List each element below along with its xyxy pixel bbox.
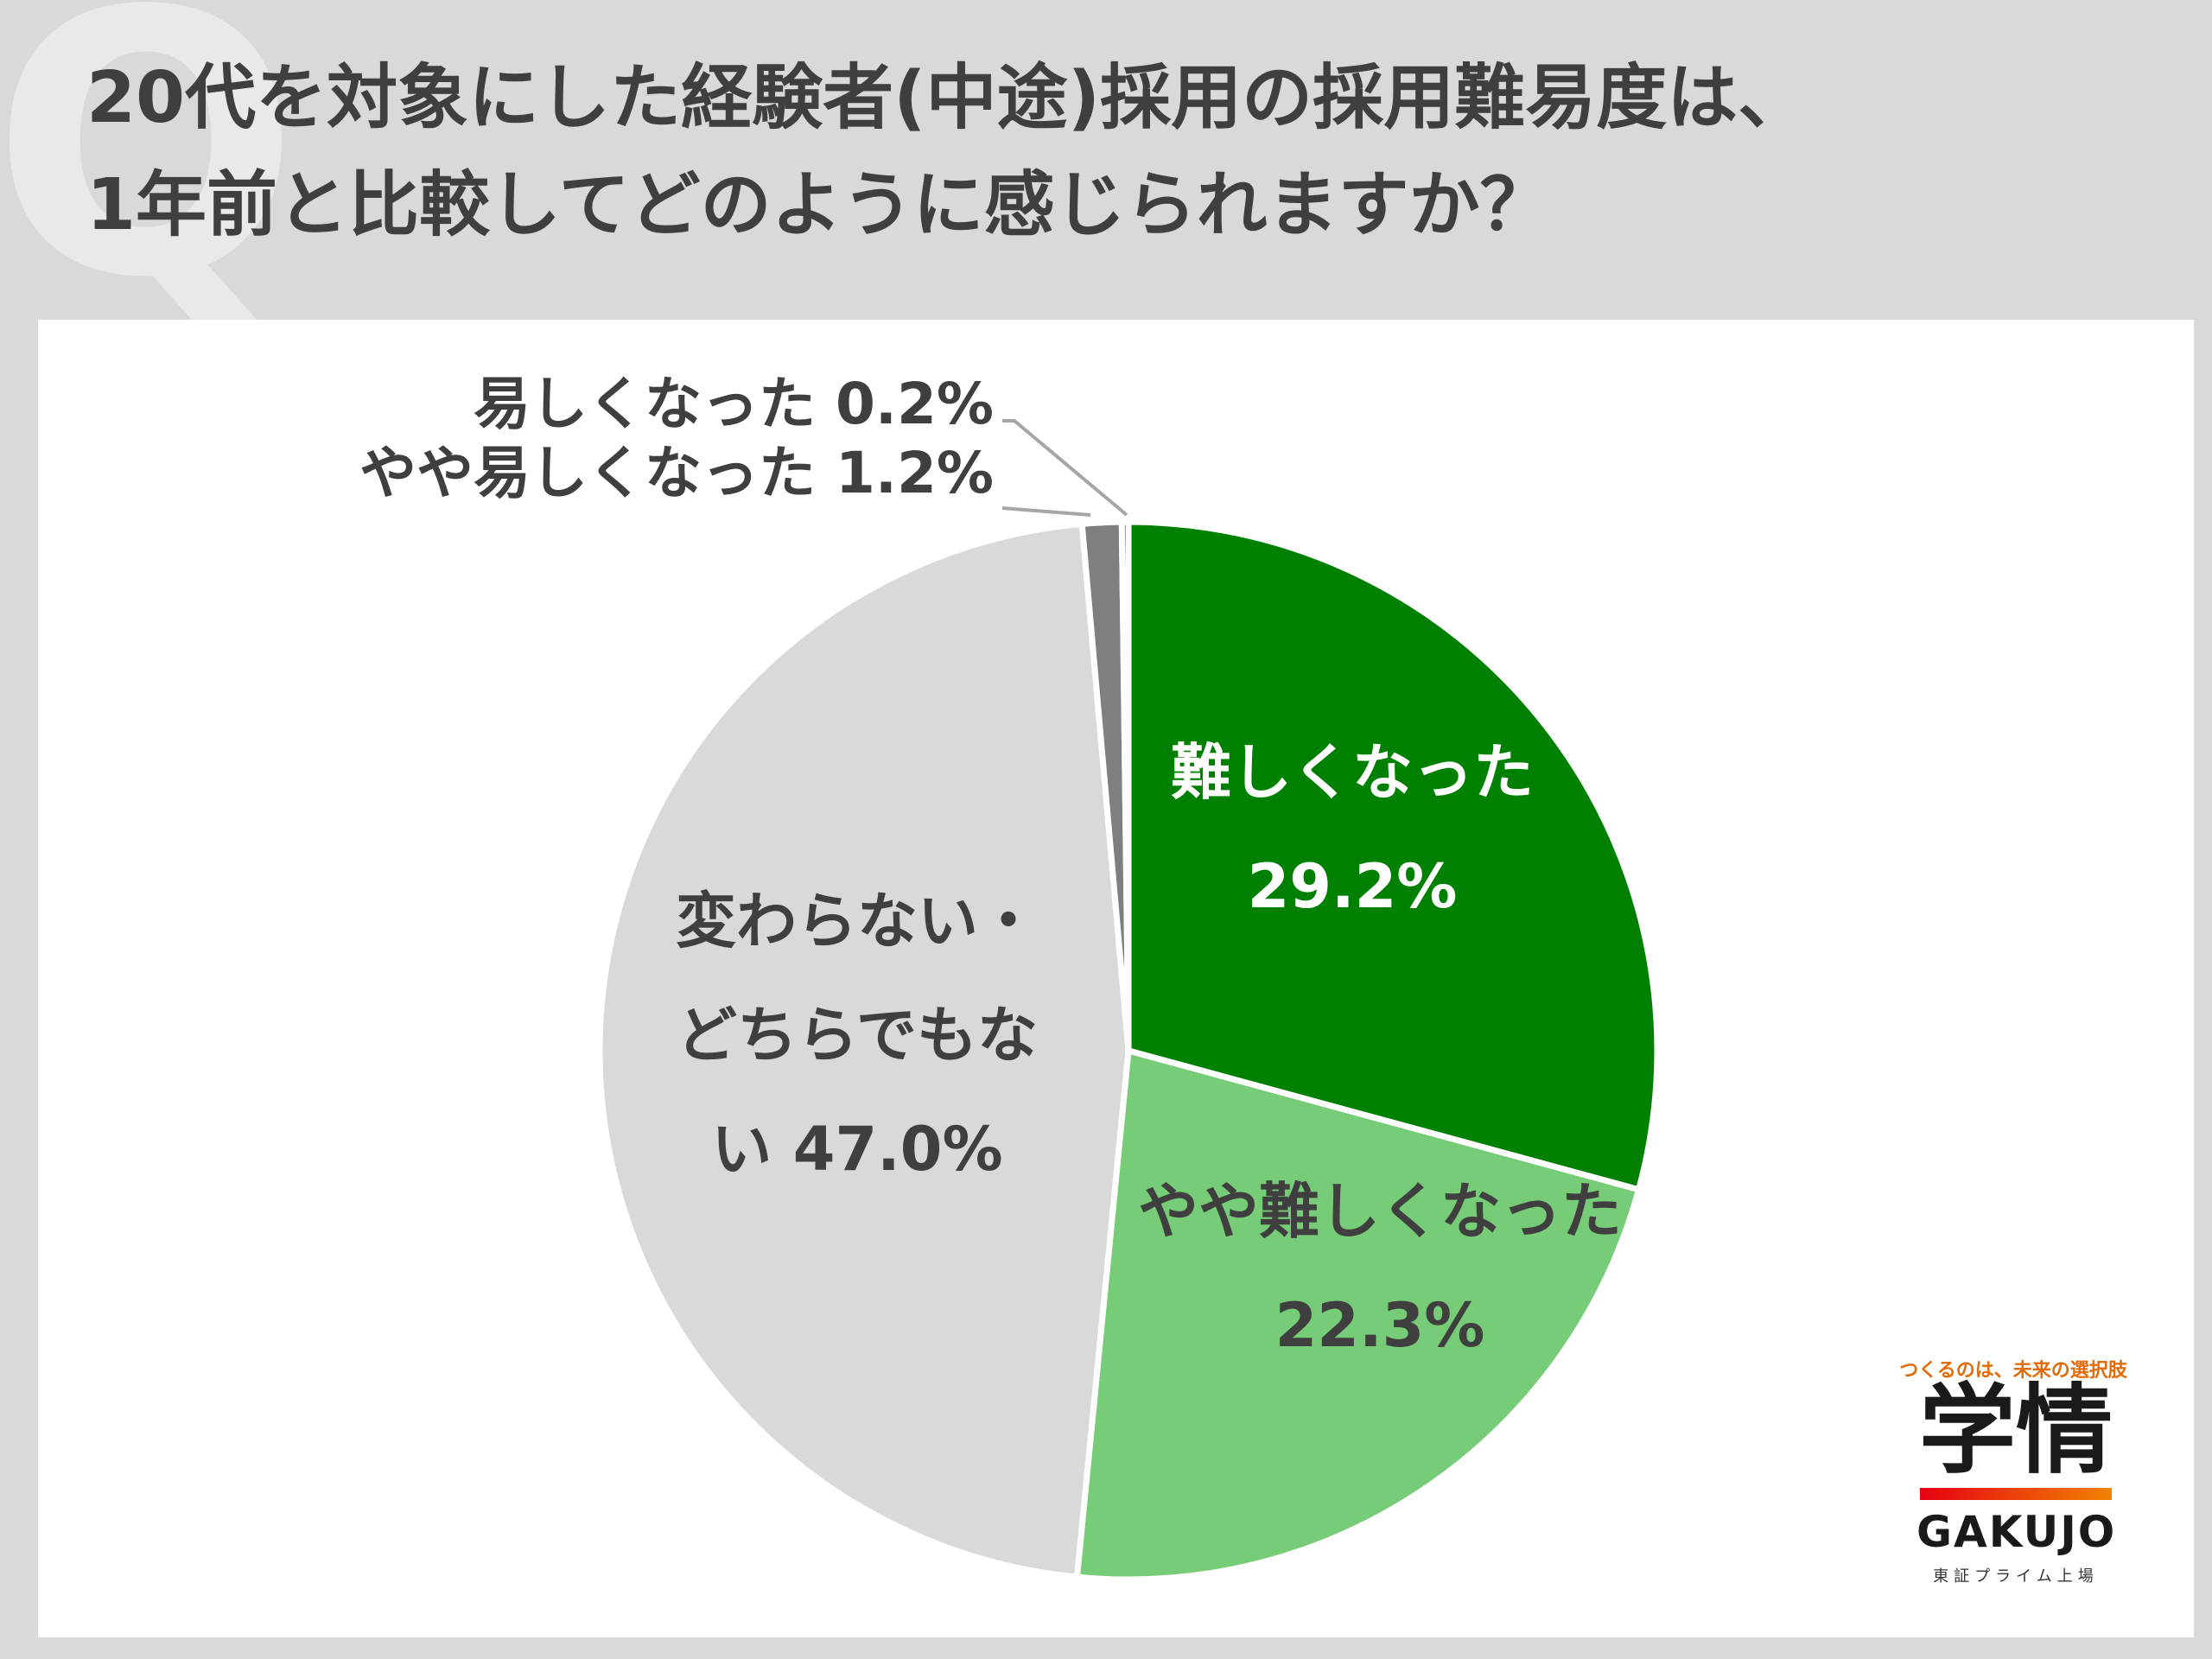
- pie-slice-2: [1073, 1047, 1643, 1583]
- slice-label-1: 難しくなった 29.2%: [1171, 737, 1534, 922]
- slice-label-2: やや難しくなった 22.3%: [1138, 1176, 1622, 1361]
- leader-line-5: [1002, 419, 1128, 517]
- pie-slice-1: [1125, 518, 1661, 1193]
- logo-bar: [1920, 1488, 2112, 1500]
- pie-slice-3: [596, 520, 1132, 1580]
- q-watermark: Q: [0, 0, 301, 358]
- chart-title-line-2: 1年前と比較してどのように感じられますか？: [86, 164, 1551, 246]
- logo-subtitle: 東証プライム上場: [1933, 1567, 2099, 1586]
- logo-name: GAKUJO: [1916, 1507, 2117, 1557]
- leader-line-4: [1001, 506, 1091, 517]
- slice-label-3-line-2: どちらでもな: [677, 1000, 1038, 1071]
- slice-label-1-line-2: 29.2%: [1248, 851, 1458, 922]
- chart-title-line-1: 20代を対象にした経験者(中途)採用の採用難易度は、: [86, 57, 1809, 139]
- pie-slice-5: [1118, 518, 1132, 1054]
- logo-kanji: 学情: [1919, 1375, 2113, 1487]
- slice-label-4-line-1: やや易しくなった 1.2%: [359, 440, 994, 506]
- slice-label-2-line-2: 22.3%: [1275, 1290, 1485, 1361]
- slice-label-2-line-1: やや難しくなった: [1138, 1176, 1622, 1247]
- slice-label-3-line-3: い 47.0%: [711, 1114, 1002, 1185]
- slice-label-1-line-1: 難しくなった: [1171, 737, 1534, 808]
- slice-label-3: 変わらない・どちらでもない 47.0%: [676, 886, 1039, 1185]
- chart-title: 20代を対象にした経験者(中途)採用の採用難易度は、 1年前と比較してどのように…: [86, 45, 1808, 259]
- slice-label-5-line-1: 易しくなった 0.2%: [474, 371, 994, 437]
- slice-label-4: やや易しくなった 1.2%: [359, 440, 994, 506]
- slice-label-5: 易しくなった 0.2%: [474, 371, 994, 437]
- logo-tagline: つくるのは、未来の選択肢: [1899, 1360, 2127, 1382]
- slice-label-3-line-1: 変わらない・: [676, 886, 1039, 957]
